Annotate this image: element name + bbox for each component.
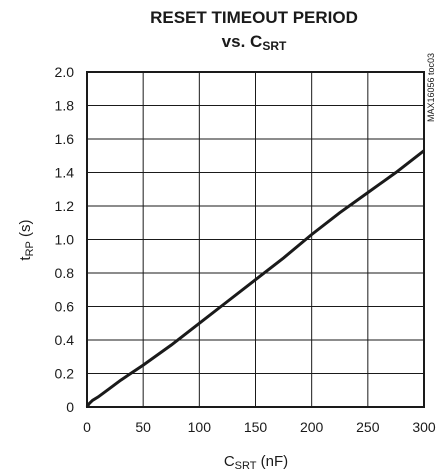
x-tick-label: 0 (83, 419, 91, 435)
y-tick-label: 0 (66, 399, 74, 415)
y-tick-label: 2.0 (55, 64, 75, 80)
x-tick-label: 50 (135, 419, 151, 435)
figure-id-watermark: MAX16056 toc03 (426, 53, 436, 122)
y-tick-label: 1.0 (55, 232, 75, 248)
x-axis-label: CSRT (nF) (224, 453, 288, 472)
series-line (85, 149, 425, 408)
y-tick-label: 1.4 (55, 165, 75, 181)
y-tick-label: 0.8 (55, 265, 75, 281)
y-axis-label: tRP (s) (17, 219, 36, 260)
chart-subtitle: vs. CSRT (221, 32, 287, 53)
y-tick-label: 1.8 (55, 98, 75, 114)
x-tick-labels: 0 50 100 150 200 250 300 (83, 419, 436, 435)
x-tick-label: 300 (412, 419, 436, 435)
y-tick-label: 0.6 (55, 299, 75, 315)
x-tick-label: 200 (300, 419, 324, 435)
chart-title: RESET TIMEOUT PERIOD (150, 8, 358, 27)
y-tick-label: 0.2 (55, 366, 75, 382)
y-tick-labels: 0 0.2 0.4 0.6 0.8 1.0 1.2 1.4 1.6 1.8 2.0 (55, 64, 75, 415)
x-tick-label: 100 (188, 419, 212, 435)
y-tick-label: 1.6 (55, 131, 75, 147)
grid-lines (87, 72, 424, 407)
x-tick-label: 250 (356, 419, 380, 435)
x-tick-label: 150 (244, 419, 268, 435)
y-tick-label: 0.4 (55, 332, 75, 348)
plot-frame (86, 71, 425, 408)
y-tick-label: 1.2 (55, 198, 75, 214)
